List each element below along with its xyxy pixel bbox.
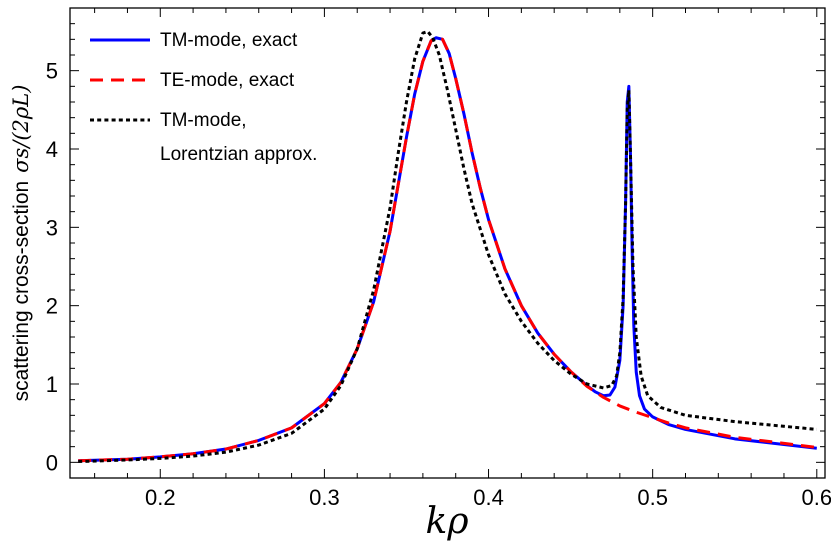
y-axis-label-math: σs/(2ρL) (9, 85, 33, 173)
x-tick-label: 0.6 (801, 485, 831, 510)
x-axis-label: kρ (426, 501, 469, 542)
y-tick-label: 2 (46, 294, 58, 319)
y-tick-label: 3 (46, 215, 58, 240)
y-tick-label: 0 (46, 450, 58, 475)
y-tick-label: 4 (46, 137, 58, 162)
y-tick-label: 5 (46, 59, 58, 84)
x-tick-label: 0.3 (309, 485, 340, 510)
legend-label-2: TE-mode, exact (160, 70, 295, 91)
legend-label-3: TM-mode, (160, 110, 247, 131)
tick-labels: 0.2 0.3 0.4 0.5 0.6 0 1 2 3 4 5 (46, 59, 831, 510)
legend: TM-mode, exact TE-mode, exact TM-mode, Lore… (90, 30, 317, 165)
series-line-3 (78, 30, 817, 464)
ticks (70, 8, 825, 478)
y-axis-label-text: scattering cross-section (10, 181, 33, 402)
series-line-1 (78, 36, 817, 463)
svg-text:scattering cross-sectionσs/(2ρ: scattering cross-section σs/(2ρL) (9, 85, 33, 402)
x-tick-label: 0.2 (145, 485, 176, 510)
y-axis-label: scattering cross-section σs/(2ρL) (9, 85, 33, 402)
series-line-2 (78, 36, 817, 463)
x-tick-label: 0.5 (637, 485, 668, 510)
legend-label-3: Lorentzian approx. (160, 144, 317, 165)
y-tick-label: 1 (46, 372, 58, 397)
x-tick-label: 0.4 (473, 485, 504, 510)
series-layer (78, 30, 817, 464)
legend-label-1: TM-mode, exact (160, 30, 298, 51)
